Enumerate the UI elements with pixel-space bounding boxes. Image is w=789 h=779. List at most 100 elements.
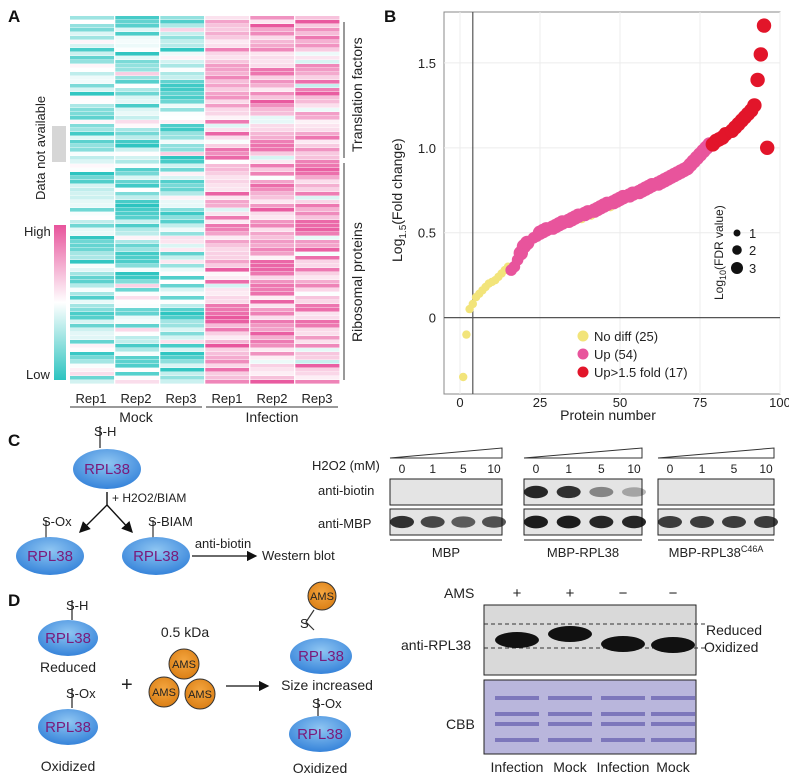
heatmap-cell xyxy=(295,280,340,284)
heatmap-cell xyxy=(295,220,340,224)
row-label-anti-mbp: anti-MBP xyxy=(318,516,371,531)
heatmap-cell xyxy=(205,360,250,364)
heatmap-cell xyxy=(115,68,160,72)
heatmap-cell xyxy=(70,228,115,232)
group-label-infection: Infection xyxy=(246,409,299,425)
ams-row-label: AMS xyxy=(444,585,474,601)
heatmap-cell xyxy=(295,56,340,60)
rpl38-label-biam: RPL38 xyxy=(133,548,179,565)
rpl38-blob-biam xyxy=(122,537,190,575)
heatmap-cell xyxy=(205,224,250,228)
heatmap-cell xyxy=(160,280,205,284)
heatmap-cell xyxy=(295,148,340,152)
scheme-c: S-H RPL38 + H2O2/BIAM S-Ox RPL38 S-BIAM … xyxy=(16,424,335,575)
heatmap-cell xyxy=(115,184,160,188)
heatmap-cell xyxy=(160,236,205,240)
heatmap-cell xyxy=(70,360,115,364)
heatmap-cell xyxy=(115,232,160,236)
cbb-band xyxy=(651,738,695,742)
heatmap-cell xyxy=(160,220,205,224)
ams-bound-label: AMS xyxy=(310,591,334,603)
dose-label: 5 xyxy=(731,462,738,476)
heatmap-cell xyxy=(70,280,115,284)
heatmap-cell xyxy=(160,312,205,316)
legend-swatch-up-1-5 xyxy=(577,366,589,378)
heatmap-cell xyxy=(115,16,160,20)
cbb-band xyxy=(651,712,695,716)
heatmap-cell xyxy=(70,84,115,88)
blot-construct-label: MBP-RPL38 xyxy=(547,545,619,560)
heatmap-cell xyxy=(250,56,295,60)
heatmap-cell xyxy=(160,128,205,132)
heatmap-cell xyxy=(205,36,250,40)
heatmap-cell xyxy=(160,68,205,72)
heatmap-cell xyxy=(295,312,340,316)
heatmap-cell xyxy=(295,184,340,188)
heatmap-cell xyxy=(70,276,115,280)
heatmap-cell xyxy=(295,28,340,32)
heatmap-cell xyxy=(115,352,160,356)
heatmap-cell xyxy=(115,88,160,92)
heatmap-cell xyxy=(70,152,115,156)
cbb-band xyxy=(651,696,695,700)
blot-strip xyxy=(389,478,503,506)
heatmap-cell xyxy=(115,128,160,132)
heatmap-cell xyxy=(205,324,250,328)
heatmap-cell xyxy=(70,128,115,132)
dose-label: 5 xyxy=(598,462,605,476)
heatmap-cell xyxy=(205,84,250,88)
anti-rpl38-label: anti-RPL38 xyxy=(401,637,471,653)
x-tick-label: 100 xyxy=(769,395,789,410)
panel-label-b: B xyxy=(384,7,396,26)
heatmap-cell xyxy=(250,52,295,56)
dose-label: 10 xyxy=(759,462,773,476)
heatmap-cell xyxy=(70,340,115,344)
heatmap-cell xyxy=(295,276,340,280)
heatmap-cell xyxy=(160,140,205,144)
heatmap-cell xyxy=(205,196,250,200)
heatmap-cell xyxy=(205,300,250,304)
heatmap-cell xyxy=(205,32,250,36)
heatmap-cell xyxy=(160,64,205,68)
heatmap-cell xyxy=(115,180,160,184)
heatmap-cell xyxy=(205,316,250,320)
blot-band xyxy=(589,486,614,498)
heatmap-cell xyxy=(115,292,160,296)
heatmap-cell xyxy=(115,20,160,24)
heatmap-cell xyxy=(205,116,250,120)
heatmap-cell xyxy=(295,124,340,128)
heatmap-cell xyxy=(295,336,340,340)
heatmap-cell xyxy=(205,100,250,104)
heatmap-cell xyxy=(70,132,115,136)
heatmap-cell xyxy=(70,188,115,192)
heatmap-cell xyxy=(70,76,115,80)
heatmap-cell xyxy=(160,260,205,264)
heatmap-cell xyxy=(250,24,295,28)
blot-band xyxy=(420,516,445,528)
heatmap-cell xyxy=(70,116,115,120)
heatmap-cell xyxy=(250,16,295,20)
heatmap-cell xyxy=(70,68,115,72)
rpl38-blob-oxidized-2 xyxy=(289,716,351,752)
heatmap-cell xyxy=(250,244,295,248)
heatmap-cell xyxy=(115,264,160,268)
size-legend-title-base: Log xyxy=(712,280,726,300)
heatmap-cell xyxy=(70,324,115,328)
heatmap-cell xyxy=(205,308,250,312)
heatmap-cell xyxy=(160,308,205,312)
data-point xyxy=(753,47,768,62)
heatmap-cell xyxy=(160,192,205,196)
heatmap-cell xyxy=(205,56,250,60)
heatmap-cell xyxy=(295,256,340,260)
heatmap-cell xyxy=(160,80,205,84)
heatmap-cell xyxy=(160,96,205,100)
d-ox-label: S-Ox xyxy=(66,686,96,701)
heatmap-cell xyxy=(250,264,295,268)
heatmap-cell xyxy=(205,336,250,340)
heatmap-cell xyxy=(70,180,115,184)
blot-band xyxy=(524,485,548,499)
lane-label: Mock xyxy=(553,759,587,775)
heatmap-cell xyxy=(295,144,340,148)
heatmap-cell xyxy=(160,72,205,76)
